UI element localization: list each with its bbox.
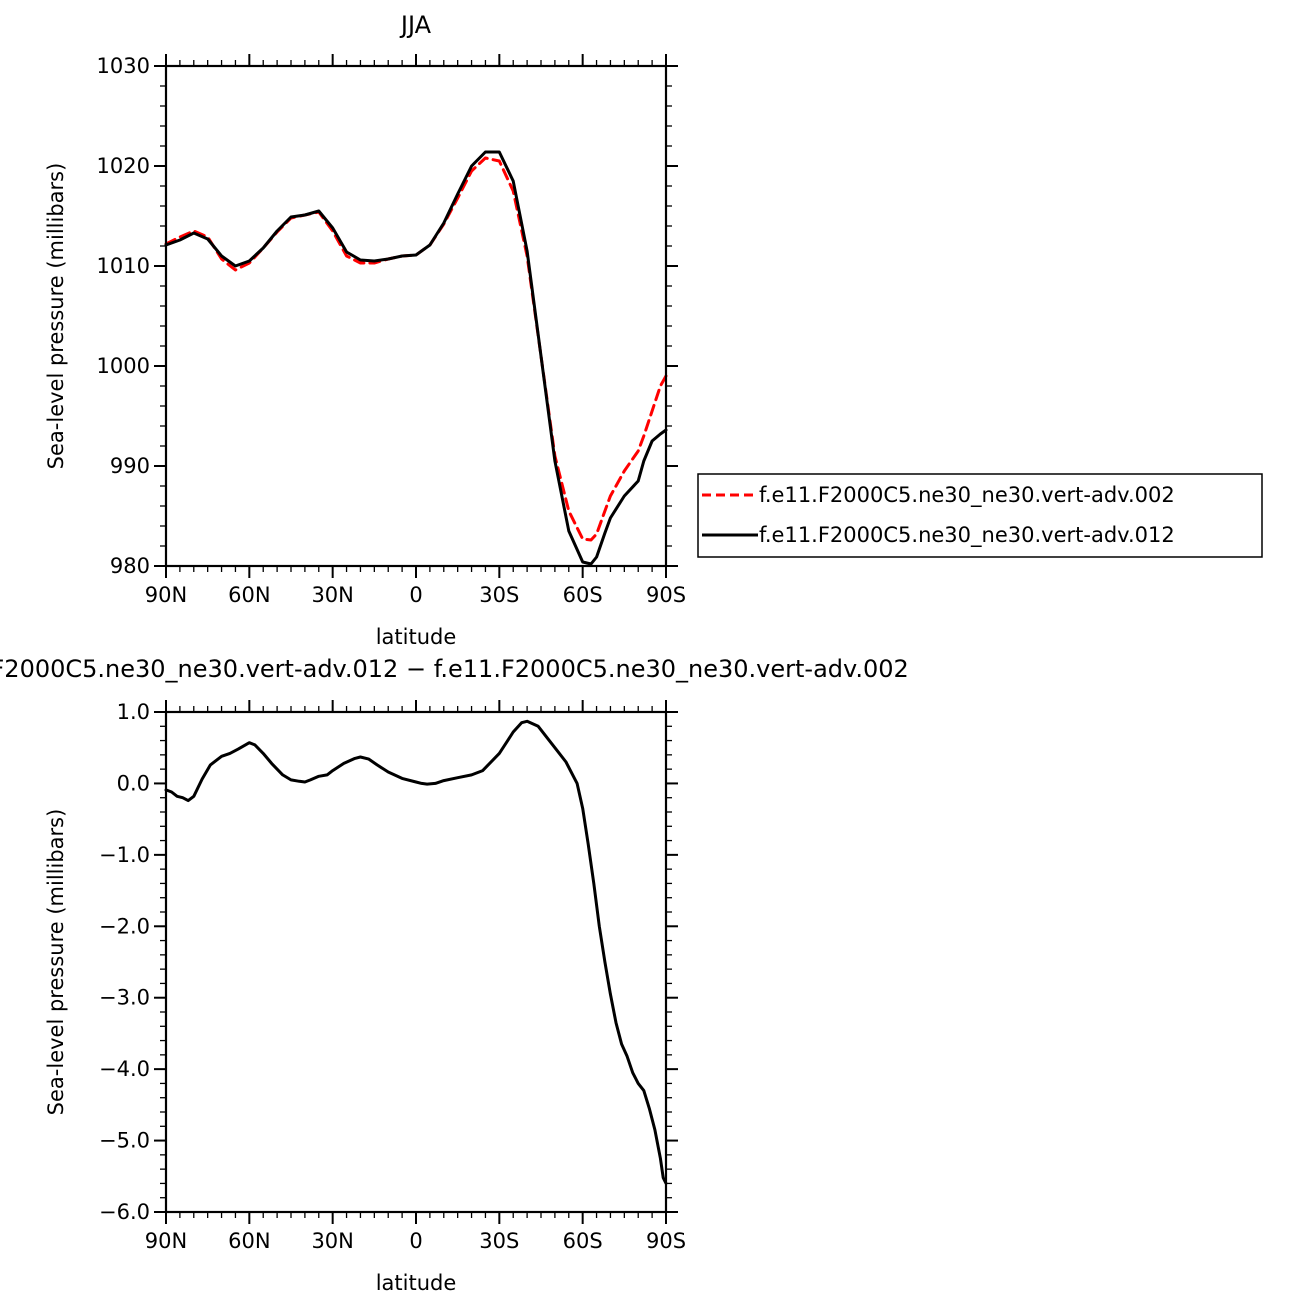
bottom-xtick-label: 0 (409, 1229, 422, 1253)
bottom-xtick-label: 30S (479, 1229, 519, 1253)
bottom-ytick-label: −1.0 (99, 843, 150, 867)
bottom-xtick-label: 60S (563, 1229, 603, 1253)
bottom-ytick-label: −6.0 (99, 1200, 150, 1224)
bottom-xaxis-label: latitude (376, 1271, 457, 1295)
bottom-xtick-label: 30N (311, 1229, 353, 1253)
bottom-ytick-label: −3.0 (99, 986, 150, 1010)
top-xtick-label: 30S (479, 583, 519, 607)
bottom-chart: f.e11.F2000C5.ne30_ne30.vert-adv.012 − f… (0, 655, 909, 1295)
legend-label-012: f.e11.F2000C5.ne30_ne30.vert-adv.012 (759, 523, 1175, 548)
bottom-ytick-label: −2.0 (99, 914, 150, 938)
bottom-xtick-label: 90N (145, 1229, 187, 1253)
bottom-yaxis-label: Sea-level pressure (millibars) (44, 809, 68, 1116)
top-xaxis-label: latitude (376, 625, 457, 649)
top-xtick-label: 0 (409, 583, 422, 607)
top-ytick-label: 980 (110, 554, 150, 578)
bottom-plot-frame (164, 710, 668, 1214)
top-ytick-label: 990 (110, 454, 150, 478)
bottom-series-group (164, 719, 668, 1185)
bottom-ytick-label: 0.0 (117, 771, 150, 795)
bottom-chart-title: f.e11.F2000C5.ne30_ne30.vert-adv.012 − f… (0, 655, 909, 683)
top-series-group (164, 150, 668, 566)
bottom-series-line-0 (164, 719, 668, 1185)
bottom-ytick-label: 1.0 (117, 700, 150, 724)
bottom-ytick-label: −5.0 (99, 1129, 150, 1153)
top-ytick-label: 1000 (97, 354, 150, 378)
top-plot-frame (164, 64, 668, 568)
top-chart-title: JJA (399, 11, 432, 39)
top-yaxis-label: Sea-level pressure (millibars) (44, 163, 68, 470)
legend: f.e11.F2000C5.ne30_ne30.vert-adv.002 f.e… (697, 473, 1263, 558)
bottom-ticks-group: 90N 60N 30N 0 30S 60S 90S 1.0 0.0 −1.0 −2.0 −3.0 −4.… (99, 700, 686, 1253)
top-ytick-label: 1020 (97, 154, 150, 178)
top-xtick-label: 60N (228, 583, 270, 607)
bottom-xtick-label: 90S (646, 1229, 686, 1253)
legend-box (697, 473, 1263, 558)
bottom-xtick-label: 60N (228, 1229, 270, 1253)
top-xtick-label: 90N (145, 583, 187, 607)
top-ytick-label: 1030 (97, 54, 150, 78)
legend-label-002: f.e11.F2000C5.ne30_ne30.vert-adv.002 (759, 483, 1175, 508)
top-ticks-group: 90N 60N 30N 0 30S 60S 90S 980 990 1000 1010 1020 103… (97, 54, 686, 607)
top-ytick-label: 1010 (97, 254, 150, 278)
bottom-ytick-label: −4.0 (99, 1057, 150, 1081)
top-chart: JJA 90N 60N 30N 0 30S 60S 90S 980 990 1000 1010 102… (44, 11, 686, 649)
top-xtick-label: 30N (311, 583, 353, 607)
top-xtick-label: 90S (646, 583, 686, 607)
top-series-line-1 (164, 150, 668, 566)
top-series-line-0 (164, 156, 668, 542)
top-xtick-label: 60S (563, 583, 603, 607)
